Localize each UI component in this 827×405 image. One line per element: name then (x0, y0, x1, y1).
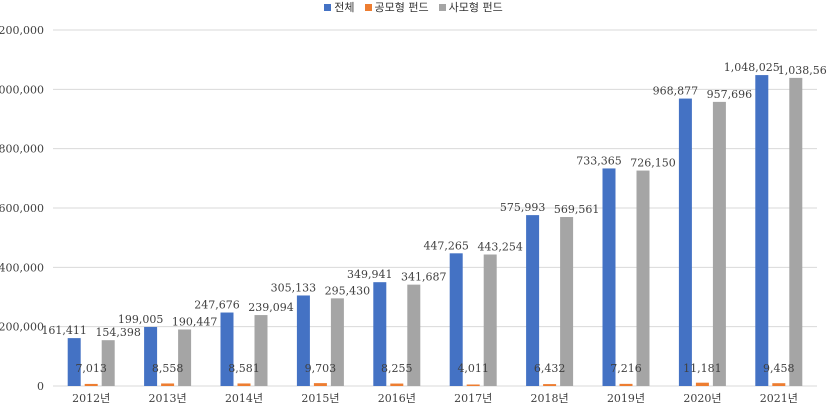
bar-public-fund (695, 382, 709, 386)
data-label-total: 349,941 (347, 268, 393, 281)
data-label-public-fund: 9,458 (763, 362, 795, 375)
legend-swatch-public-fund (364, 3, 372, 11)
data-label-private-fund: 569,561 (554, 203, 600, 216)
x-tick-label: 2016년 (378, 392, 416, 405)
bar-public-fund (619, 383, 633, 386)
legend-item-total: 전체 (324, 0, 355, 15)
x-tick-label: 2019년 (607, 392, 645, 405)
bar-private-fund (330, 298, 344, 386)
data-label-total: 161,411 (41, 324, 87, 337)
data-label-private-fund: 295,430 (325, 284, 371, 297)
legend-swatch-total (324, 3, 332, 11)
bar-public-fund (237, 383, 251, 386)
bar-private-fund (789, 77, 803, 387)
y-tick-label: 1,000,000 (0, 83, 44, 96)
grid-lines (53, 29, 817, 387)
x-tick-label: 2017년 (454, 392, 492, 405)
data-label-public-fund: 8,581 (228, 362, 260, 375)
bar-public-fund (161, 383, 175, 386)
data-label-total: 575,993 (500, 201, 546, 214)
bar-private-fund (483, 254, 497, 386)
data-label-public-fund: 9,703 (305, 362, 337, 375)
data-label-public-fund: 7,216 (610, 362, 642, 375)
data-label-private-fund: 341,687 (401, 271, 447, 284)
data-label-total: 199,005 (118, 313, 164, 326)
bar-total (67, 338, 81, 386)
y-tick-label: 800,000 (0, 143, 44, 156)
bar-public-fund (772, 383, 786, 386)
bar-total (755, 75, 769, 387)
data-label-total: 733,365 (576, 154, 622, 167)
data-label-private-fund: 443,254 (477, 241, 523, 254)
bar-private-fund (712, 101, 726, 387)
bar-total (296, 295, 310, 386)
legend-label-total: 전체 (334, 1, 355, 14)
legend-swatch-private-fund (438, 3, 446, 11)
y-tick-label: 600,000 (0, 202, 44, 215)
x-axis-tick-labels: 2012년 2013년 2014년 2015년 2016년 2017년 2018년 2019년… (72, 392, 798, 405)
bar-public-fund (313, 383, 327, 386)
legend-label-private-fund: 사모형 펀드 (448, 1, 503, 14)
bar-total (373, 282, 387, 386)
x-tick-label: 2018년 (531, 392, 569, 405)
data-label-private-fund: 154,398 (95, 326, 141, 339)
data-label-public-fund: 7,013 (75, 362, 107, 375)
y-tick-label: 1,200,000 (0, 24, 44, 37)
data-label-total: 247,676 (194, 299, 240, 312)
data-label-public-fund: 4,011 (457, 362, 489, 375)
y-tick-label: 0 (37, 380, 44, 393)
x-tick-label: 2013년 (149, 392, 187, 405)
x-tick-label: 2012년 (72, 392, 110, 405)
x-tick-label: 2020년 (683, 392, 721, 405)
legend-label-public-fund: 공모형 펀드 (374, 1, 429, 14)
bar-private-fund (254, 315, 268, 386)
bar-total (220, 312, 234, 386)
bar-private-fund (560, 217, 574, 386)
y-tick-label: 400,000 (0, 261, 44, 274)
legend-item-private-fund: 사모형 펀드 (438, 0, 503, 15)
bar-total (449, 253, 463, 386)
bar-public-fund (543, 384, 557, 386)
data-label-total: 1,048,025 (724, 61, 780, 74)
bar-total (144, 326, 158, 386)
bar-private-fund (636, 170, 650, 386)
bars (67, 75, 803, 387)
data-label-private-fund: 1,038,567 (778, 64, 827, 77)
data-label-public-fund: 6,432 (534, 362, 566, 375)
bar-private-fund (407, 284, 421, 386)
data-label-total: 968,877 (653, 85, 699, 98)
bar-total (526, 215, 540, 386)
bar-public-fund (466, 384, 480, 386)
data-label-private-fund: 239,094 (248, 301, 294, 314)
bar-private-fund (178, 329, 192, 386)
data-label-private-fund: 957,696 (707, 88, 753, 101)
y-axis-tick-labels: 0 200,000 400,000 600,000 800,000 1,000,000 1,… (0, 24, 44, 393)
data-label-total: 447,265 (423, 239, 469, 252)
data-label-private-fund: 726,150 (630, 157, 676, 170)
bar-total (678, 98, 692, 386)
data-label-public-fund: 8,558 (152, 362, 184, 375)
bar-public-fund (390, 383, 404, 386)
data-label-total: 305,133 (271, 281, 317, 294)
y-tick-label: 200,000 (0, 321, 44, 334)
legend: 전체 공모형 펀드 사모형 펀드 (0, 0, 827, 14)
data-label-public-fund: 11,181 (683, 362, 722, 375)
bar-total (602, 168, 616, 386)
data-label-private-fund: 190,447 (172, 316, 218, 329)
x-tick-label: 2014년 (225, 392, 263, 405)
x-tick-label: 2015년 (301, 392, 339, 405)
legend-item-public-fund: 공모형 펀드 (364, 0, 429, 15)
bar-private-fund (101, 340, 115, 386)
data-label-public-fund: 8,255 (381, 362, 413, 375)
x-tick-label: 2021년 (760, 392, 798, 405)
bar-public-fund (84, 383, 98, 386)
